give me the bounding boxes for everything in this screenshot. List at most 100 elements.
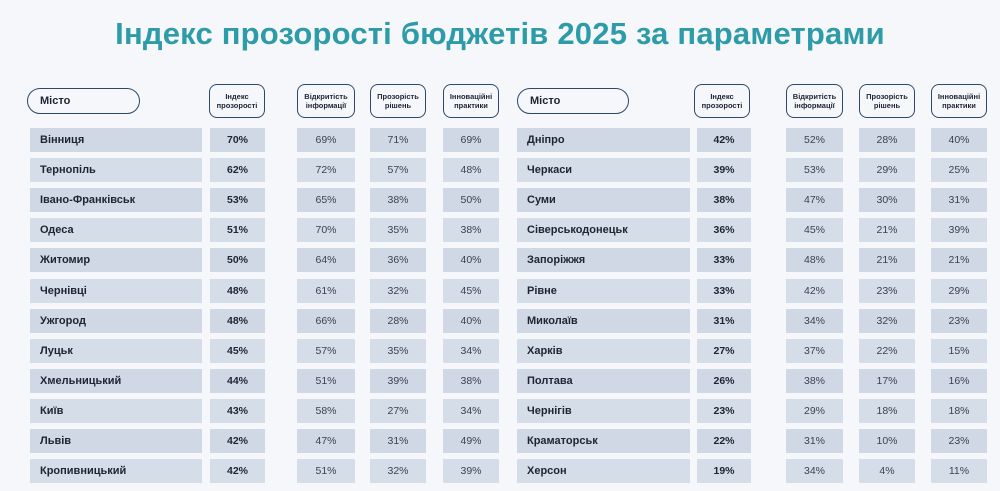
decisions-cell: 21% [859,248,915,273]
index-cell: 38% [697,188,751,213]
page-title: Індекс прозорості бюджетів 2025 за парам… [115,16,885,51]
innovative-cell: 23% [931,429,987,453]
city-cell: Суми [517,188,690,213]
openness-cell: 51% [297,459,355,484]
decisions-cell: 4% [859,459,915,484]
index-cell: 27% [697,338,751,363]
index-cell: 48% [210,308,265,333]
openness-cell: 47% [297,429,355,453]
index-cell: 22% [697,429,751,453]
city-cell: Запоріжжя [517,248,690,273]
openness-cell: 72% [297,158,355,183]
openness-cell: 66% [297,308,355,333]
index-cell: 26% [697,368,751,393]
openness-cell: 51% [297,368,355,393]
openness-cell: 29% [786,398,843,423]
innovative-cell: 31% [931,188,987,213]
header-city: Місто [517,88,629,114]
innovative-cell: 25% [931,158,987,183]
city-cell: Херсон [517,459,690,484]
decisions-cell: 28% [859,128,915,152]
innovative-cell: 39% [443,459,499,484]
decisions-cell: 35% [370,218,426,243]
city-cell: Черкаси [517,158,690,183]
index-cell: 23% [697,398,751,423]
openness-cell: 52% [786,128,843,152]
header-openness: Відкритість інформації [786,84,843,118]
decisions-cell: 36% [370,248,426,273]
header-index: Індекс прозорості [694,84,750,118]
index-cell: 39% [697,158,751,183]
city-cell: Львів [30,429,202,453]
openness-cell: 45% [786,218,843,243]
city-cell: Рівне [517,278,690,303]
openness-cell: 70% [297,218,355,243]
index-cell: 70% [210,128,265,152]
index-cell: 53% [210,188,265,213]
innovative-cell: 21% [931,248,987,273]
innovative-cell: 40% [931,128,987,152]
innovative-cell: 23% [931,308,987,333]
decisions-cell: 10% [859,429,915,453]
openness-cell: 61% [297,278,355,303]
index-cell: 44% [210,368,265,393]
decisions-cell: 23% [859,278,915,303]
index-cell: 48% [210,278,265,303]
openness-cell: 69% [297,128,355,152]
decisions-cell: 32% [859,308,915,333]
openness-cell: 31% [786,429,843,453]
innovative-cell: 34% [443,338,499,363]
innovative-cell: 48% [443,158,499,183]
index-cell: 42% [697,128,751,152]
city-cell: Київ [30,398,202,423]
header-innovative: Інноваційні практики [443,84,499,118]
decisions-cell: 32% [370,459,426,484]
decisions-cell: 18% [859,398,915,423]
innovative-cell: 11% [931,459,987,484]
city-cell: Миколаїв [517,308,690,333]
city-cell: Івано-Франківськ [30,188,202,213]
innovative-cell: 49% [443,429,499,453]
innovative-cell: 40% [443,248,499,273]
index-cell: 36% [697,218,751,243]
decisions-cell: 31% [370,429,426,453]
decisions-cell: 39% [370,368,426,393]
city-cell: Хмельницький [30,368,202,393]
city-cell: Чернівці [30,278,202,303]
innovative-cell: 34% [443,398,499,423]
index-cell: 19% [697,459,751,484]
innovative-cell: 29% [931,278,987,303]
city-cell: Одеса [30,218,202,243]
openness-cell: 34% [786,459,843,484]
openness-cell: 57% [297,338,355,363]
innovative-cell: 16% [931,368,987,393]
decisions-cell: 71% [370,128,426,152]
index-cell: 33% [697,278,751,303]
header-decisions: Прозорість рішень [859,84,915,118]
city-cell: Сіверськодонецьк [517,218,690,243]
city-cell: Дніпро [517,128,690,152]
openness-cell: 38% [786,368,843,393]
innovative-cell: 50% [443,188,499,213]
decisions-cell: 38% [370,188,426,213]
city-cell: Краматорськ [517,429,690,453]
decisions-cell: 27% [370,398,426,423]
innovative-cell: 38% [443,218,499,243]
openness-cell: 48% [786,248,843,273]
openness-cell: 42% [786,278,843,303]
innovative-cell: 39% [931,218,987,243]
city-cell: Житомир [30,248,202,273]
city-cell: Луцьк [30,338,202,363]
city-cell: Харків [517,338,690,363]
index-cell: 42% [210,459,265,484]
decisions-cell: 17% [859,368,915,393]
innovative-cell: 40% [443,308,499,333]
city-cell: Вінниця [30,128,202,152]
innovative-cell: 69% [443,128,499,152]
header-innovative: Інноваційні практики [931,84,987,118]
decisions-cell: 29% [859,158,915,183]
city-cell: Чернігів [517,398,690,423]
openness-cell: 34% [786,308,843,333]
decisions-cell: 30% [859,188,915,213]
decisions-cell: 32% [370,278,426,303]
